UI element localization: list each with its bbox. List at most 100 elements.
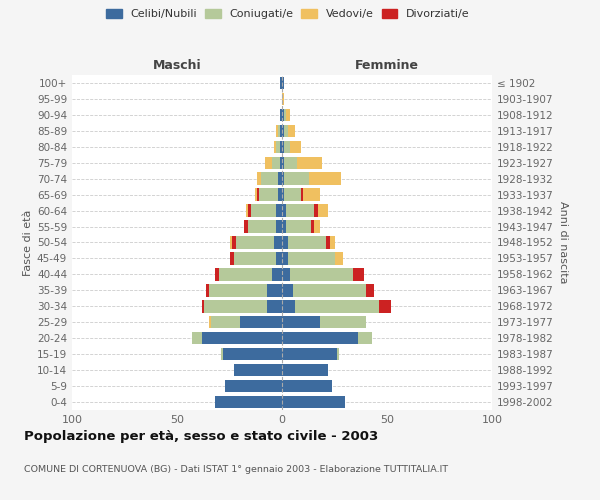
Bar (289, 252, 335, 264)
Bar (282, 268, 290, 280)
Bar (202, 300, 204, 312)
Bar (192, 332, 202, 344)
Bar (274, 236, 282, 248)
Bar (248, 220, 276, 233)
Bar (282, 124, 284, 137)
Bar (282, 300, 295, 312)
Bar (282, 220, 286, 233)
Bar (282, 252, 289, 264)
Bar (282, 236, 289, 248)
Bar (247, 204, 248, 217)
Bar (314, 220, 320, 233)
Bar (337, 348, 339, 360)
Bar (280, 108, 282, 121)
Bar (257, 172, 261, 185)
Bar (282, 396, 345, 408)
Bar (276, 220, 282, 233)
Bar (293, 284, 366, 296)
Bar (282, 156, 284, 169)
Bar (282, 364, 328, 376)
Bar (282, 332, 358, 344)
Text: Maschi: Maschi (152, 59, 202, 72)
Bar (278, 172, 282, 185)
Y-axis label: Anni di nascita: Anni di nascita (557, 201, 568, 284)
Bar (276, 252, 282, 264)
Bar (289, 236, 326, 248)
Y-axis label: Fasce di età: Fasce di età (23, 210, 33, 276)
Bar (234, 252, 276, 264)
Bar (248, 204, 251, 217)
Bar (320, 316, 366, 328)
Bar (278, 188, 282, 201)
Legend: Celibi/Nubili, Coniugati/e, Vedovi/e, Divorziati/e: Celibi/Nubili, Coniugati/e, Vedovi/e, Di… (103, 6, 473, 22)
Bar (204, 300, 268, 312)
Bar (274, 140, 276, 153)
Bar (280, 156, 282, 169)
Bar (310, 172, 341, 185)
Bar (282, 188, 284, 201)
Bar (296, 156, 322, 169)
Bar (268, 300, 282, 312)
Bar (284, 156, 297, 169)
Bar (276, 204, 282, 217)
Bar (276, 140, 280, 153)
Bar (226, 380, 282, 392)
Bar (326, 236, 331, 248)
Bar (366, 284, 374, 296)
Bar (282, 108, 284, 121)
Bar (290, 268, 353, 280)
Bar (211, 316, 240, 328)
Bar (276, 124, 278, 137)
Bar (234, 364, 282, 376)
Bar (379, 300, 391, 312)
Bar (353, 268, 364, 280)
Bar (282, 380, 332, 392)
Bar (271, 156, 280, 169)
Bar (257, 188, 259, 201)
Bar (286, 220, 311, 233)
Bar (268, 284, 282, 296)
Bar (286, 204, 314, 217)
Bar (255, 188, 257, 201)
Bar (290, 140, 301, 153)
Bar (265, 156, 271, 169)
Bar (215, 268, 219, 280)
Bar (230, 252, 234, 264)
Bar (282, 204, 286, 217)
Bar (282, 316, 320, 328)
Bar (314, 204, 318, 217)
Bar (261, 172, 278, 185)
Bar (259, 188, 278, 201)
Bar (335, 252, 343, 264)
Bar (284, 124, 289, 137)
Bar (215, 396, 282, 408)
Bar (240, 316, 282, 328)
Text: COMUNE DI CORTENUOVA (BG) - Dati ISTAT 1° gennaio 2003 - Elaborazione TUTTITALIA: COMUNE DI CORTENUOVA (BG) - Dati ISTAT 1… (24, 465, 448, 474)
Bar (236, 236, 274, 248)
Bar (209, 284, 268, 296)
Bar (311, 220, 314, 233)
Bar (251, 204, 276, 217)
Bar (282, 92, 284, 105)
Bar (282, 172, 284, 185)
Bar (282, 348, 337, 360)
Bar (284, 172, 310, 185)
Bar (278, 124, 280, 137)
Bar (284, 108, 286, 121)
Bar (221, 348, 223, 360)
Bar (209, 316, 211, 328)
Bar (244, 220, 248, 233)
Bar (206, 284, 209, 296)
Bar (331, 236, 335, 248)
Bar (280, 124, 282, 137)
Bar (282, 140, 284, 153)
Bar (282, 77, 284, 89)
Bar (289, 124, 295, 137)
Bar (286, 108, 290, 121)
Bar (358, 332, 372, 344)
Text: Popolazione per età, sesso e stato civile - 2003: Popolazione per età, sesso e stato civil… (24, 430, 378, 443)
Bar (282, 284, 293, 296)
Bar (219, 268, 271, 280)
Bar (202, 332, 282, 344)
Bar (284, 188, 301, 201)
